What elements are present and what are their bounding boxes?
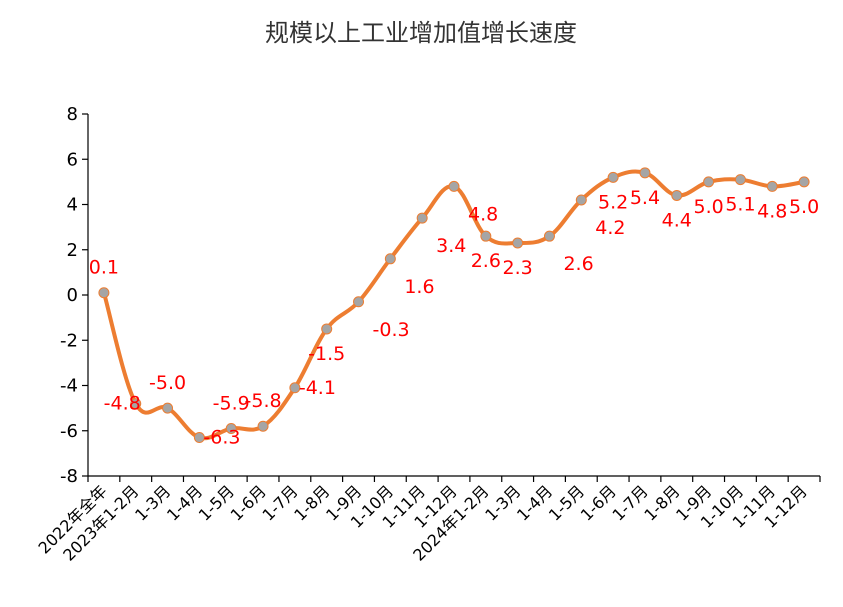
data-label: 5.4	[630, 187, 660, 209]
y-tick-label: 4	[67, 195, 78, 216]
data-label: 2.3	[503, 257, 533, 279]
y-tick-label: 2	[67, 240, 78, 261]
data-point	[225, 422, 237, 434]
data-point	[98, 287, 110, 299]
data-point	[798, 176, 810, 188]
axes: 86420-2-4-6-82022年全年2023年1-2月1-3月1-4月1-5…	[35, 104, 821, 565]
y-tick-label: -8	[60, 466, 78, 487]
x-tick-label: 1-5月	[545, 481, 588, 524]
data-label: 4.8	[468, 203, 498, 225]
x-tick-label: 1-5月	[195, 481, 238, 524]
data-label: 1.6	[404, 276, 434, 298]
x-tick-label: 1-3月	[131, 481, 174, 524]
data-point	[162, 402, 174, 414]
y-tick-label: 8	[67, 104, 78, 125]
data-point	[734, 174, 746, 186]
y-tick-label: 0	[67, 285, 78, 306]
data-label: 5.1	[725, 194, 755, 216]
data-point	[416, 212, 428, 224]
x-tick-label: 1-4月	[513, 481, 556, 524]
x-tick-label: 1-3月	[481, 481, 524, 524]
data-point	[289, 382, 301, 394]
x-tick-label: 1-8月	[640, 481, 683, 524]
y-tick-label: -6	[60, 421, 78, 442]
data-label: 4.8	[757, 200, 787, 222]
x-tick-label: 1-7月	[258, 481, 301, 524]
chart-title: 规模以上工业增加值增长速度	[265, 19, 577, 47]
data-point	[575, 194, 587, 206]
data-label: 2.6	[563, 253, 593, 275]
data-label: 0.1	[89, 257, 119, 279]
y-tick-label: -2	[60, 330, 78, 351]
data-point	[639, 167, 651, 179]
x-tick-label: 1-7月	[609, 481, 652, 524]
data-label: 5.2	[598, 191, 628, 213]
data-label: -5.0	[149, 372, 186, 394]
x-tick-label: 1-8月	[290, 481, 333, 524]
data-labels: 0.1 -4.8 -5.0 -6.3 -5.9-5.8 -4.1 -1.5 -0.3 1.63.…	[89, 187, 819, 449]
data-point	[353, 296, 365, 308]
x-tick-label: 1-4月	[163, 481, 206, 524]
data-point	[512, 237, 524, 249]
data-label: -5.9	[213, 392, 250, 414]
data-point	[543, 230, 555, 242]
data-point	[607, 171, 619, 183]
data-point	[480, 230, 492, 242]
data-point	[448, 180, 460, 192]
y-tick-label: 6	[67, 149, 78, 170]
x-tick-label: 1-6月	[577, 481, 620, 524]
series-growth-rate	[98, 167, 810, 444]
x-tick-label: 1-6月	[227, 481, 270, 524]
data-point	[671, 189, 683, 201]
data-label: -4.8	[104, 393, 141, 415]
data-point	[766, 180, 778, 192]
y-tick-label: -4	[60, 376, 78, 397]
data-label: -1.5	[308, 343, 345, 365]
data-label: -4.1	[299, 377, 336, 399]
data-label: -0.3	[373, 319, 410, 341]
data-label: 4.2	[595, 217, 625, 239]
data-label: -5.8	[245, 390, 282, 412]
data-point	[321, 323, 333, 335]
data-point	[193, 432, 205, 444]
data-point	[130, 398, 142, 410]
data-label: 4.4	[662, 209, 692, 231]
data-label: 3.4	[436, 235, 466, 257]
data-point	[703, 176, 715, 188]
data-label: -6.3	[203, 427, 240, 449]
data-label: 2.6	[471, 250, 501, 272]
data-point	[257, 420, 269, 432]
data-label: 5.0	[693, 196, 723, 218]
data-label: 5.0	[789, 196, 819, 218]
data-point	[384, 253, 396, 265]
